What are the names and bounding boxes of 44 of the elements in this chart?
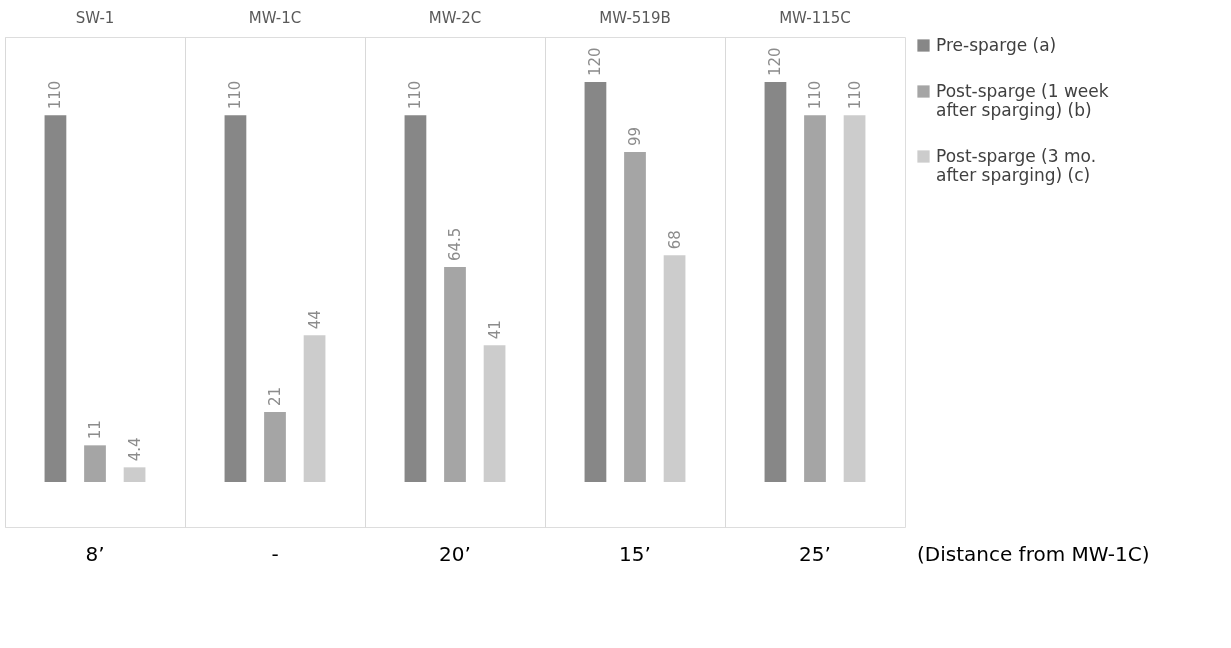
bar [624,152,646,482]
legend-label: Post-sparge (3 mo. after sparging) (c) [936,145,1097,185]
text: 25’ [799,542,831,566]
bar [804,115,826,482]
data-label: 21 [266,386,284,406]
bar [224,115,247,482]
bar [264,412,286,482]
text: 8’ [85,542,105,566]
bar [123,467,146,482]
data-label: 110 [806,80,824,110]
bar [444,267,466,482]
bar [663,255,686,482]
bar [84,445,106,482]
bar [483,345,506,482]
bar [843,115,866,482]
bar [44,115,67,482]
x-tick-label: MW-115C [779,8,851,27]
data-label: 44 [305,310,324,330]
data-label: 41 [485,320,504,340]
data-label: 68 [665,230,684,250]
text: 15’ [619,542,651,566]
bar [404,115,427,482]
data-label: 120 [766,47,785,76]
text: 20’ [439,542,471,566]
legend-label: Pre-sparge (a) [936,34,1057,55]
x-tick-label: MW-2C [428,8,482,27]
data-label: 4.4 [125,437,144,462]
bar [303,335,326,482]
data-label: 64.5 [446,227,464,261]
bar [764,82,787,482]
x-axis-title: (Distance from MW-1C) [917,542,1150,566]
bar [584,82,607,482]
x-tick-label: MW-519B [599,8,671,27]
text: - [271,542,279,566]
data-label: 11 [86,420,104,440]
data-label: 110 [845,80,864,110]
x-tick-label: SW-1 [75,8,115,27]
data-label: 110 [46,80,65,110]
data-label: 110 [226,80,245,110]
data-label: 120 [586,47,605,76]
data-label: 110 [406,80,425,110]
legend-label: Post-sparge (1 week after sparging) (b) [936,80,1109,120]
data-label: 99 [626,126,644,146]
x-tick-label: MW-1C [248,8,302,27]
